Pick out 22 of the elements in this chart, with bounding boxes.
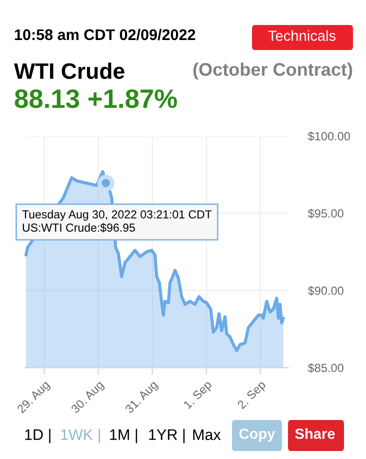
x-tick-label: 30. Aug [70, 380, 106, 416]
y-tick-label: $90.00 [308, 286, 344, 296]
text: Share [295, 428, 335, 439]
x-tick-label: 2. Sep [236, 380, 268, 411]
text: 1WK | [61, 428, 100, 444]
annotation: Tuesday Aug 30, 2022 03:21:01 CDT US:WTI Crude:$96.95 [22, 210, 212, 232]
text: Technicals [268, 30, 336, 41]
x-tick-label: 1. Sep [183, 380, 214, 411]
y-tick-label: $100.00 [308, 132, 350, 142]
y-tick-label: $95.00 [308, 208, 344, 218]
text: Copy [239, 428, 276, 442]
chart-title: WTI Crude [14, 62, 124, 79]
text: 88.13 +1.87% [14, 89, 177, 108]
text: 1D | [25, 428, 50, 444]
y-tick-label: $85.00 [308, 363, 344, 373]
text: 1M | [110, 428, 138, 444]
x-tick-label: 31. Aug [124, 380, 160, 416]
text: 1YR | [149, 428, 185, 444]
chart-subtitle: (October Contract) [193, 62, 352, 80]
text: Max [193, 429, 221, 440]
x-tick-label: 29. Aug [16, 380, 52, 416]
text: 10:58 am CDT 02/09/2022 [14, 28, 196, 40]
